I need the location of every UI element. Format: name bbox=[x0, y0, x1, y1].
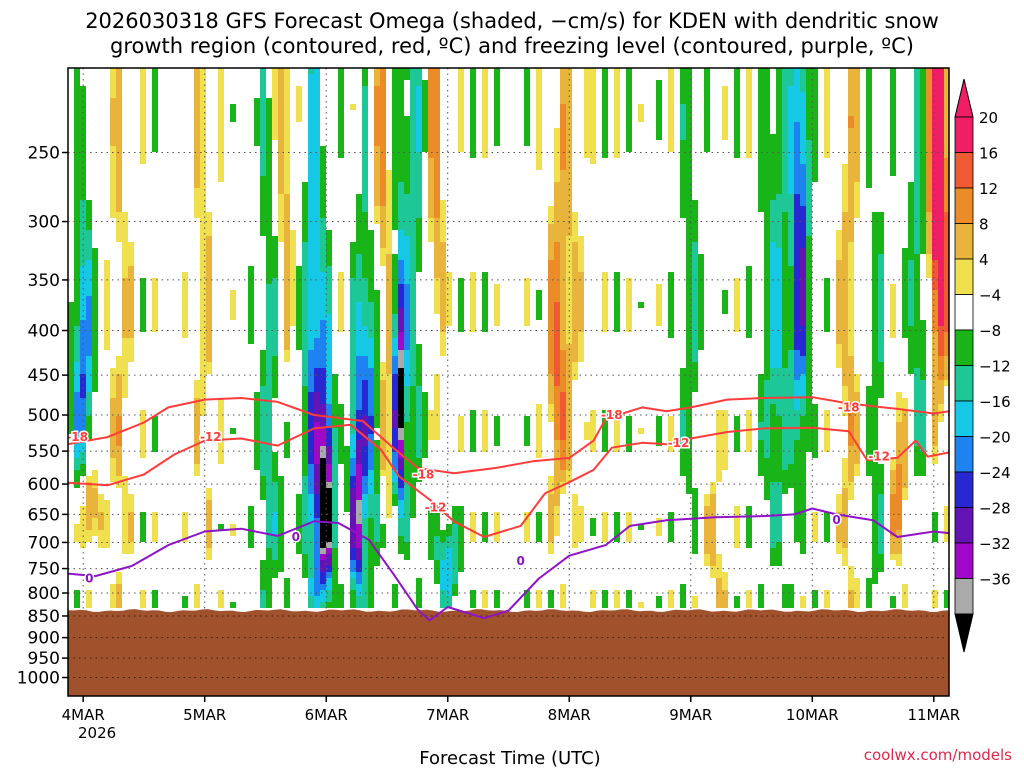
plot-area: -18 -18 -18 -18 -12 -12 -12 -12 0 0 0 0 bbox=[66, 68, 949, 696]
y-tick-label: 850 bbox=[28, 607, 60, 627]
y-tick-label: 500 bbox=[28, 406, 60, 426]
colorbar-label: −16 bbox=[979, 393, 1011, 411]
contour-label: -12 bbox=[200, 430, 222, 444]
colorbar-swatch bbox=[954, 471, 974, 508]
colorbar-label: −28 bbox=[979, 500, 1011, 518]
credit-text: coolwx.com/models bbox=[864, 746, 1012, 764]
colorbar-bottom-triangle bbox=[954, 613, 974, 653]
colorbar-swatch bbox=[954, 223, 974, 260]
y-tick-label: 650 bbox=[28, 505, 60, 525]
colorbar-label: 20 bbox=[979, 109, 998, 127]
y-tick-label: 550 bbox=[28, 442, 60, 462]
y-tick-label: 400 bbox=[28, 322, 60, 342]
y-tick-label: 900 bbox=[28, 629, 60, 649]
colorbar-label: 16 bbox=[979, 145, 998, 163]
y-tick-label: 600 bbox=[28, 475, 60, 495]
y-tick-label: 350 bbox=[28, 271, 60, 291]
chart-title-line1: 2026030318 GFS Forecast Omega (shaded, −… bbox=[85, 9, 939, 33]
y-tick-label: 450 bbox=[28, 366, 60, 386]
colorbar-legend: 20 16 12 8 4 −4 −8 −12 −16 −20 −24 −28 −32 −36 bbox=[954, 78, 1011, 653]
colorbar-swatch bbox=[954, 507, 974, 544]
colorbar-swatch bbox=[954, 578, 974, 615]
x-tick-label: 10MAR bbox=[786, 706, 839, 724]
x-axis-label: Forecast Time (UTC) bbox=[419, 748, 600, 768]
y-tick-label: 250 bbox=[28, 144, 60, 164]
colorbar-swatch bbox=[954, 436, 974, 473]
x-tick-label: 5MAR bbox=[183, 706, 226, 724]
y-tick-label: 950 bbox=[28, 649, 60, 669]
colorbar-label: −24 bbox=[979, 464, 1011, 482]
x-axis-year-label: 2026 bbox=[78, 724, 116, 742]
contour-label: 0 bbox=[292, 530, 300, 544]
grid-lines bbox=[68, 68, 949, 696]
x-tick-label: 6MAR bbox=[305, 706, 348, 724]
contour-line bbox=[68, 507, 949, 622]
colorbar-swatch bbox=[954, 258, 974, 295]
contour-line bbox=[68, 423, 949, 538]
y-tick-label: 300 bbox=[28, 213, 60, 233]
y-tick-label: 800 bbox=[28, 584, 60, 604]
x-tick-label: 9MAR bbox=[669, 706, 712, 724]
colorbar-swatch bbox=[954, 116, 974, 153]
omega-shading bbox=[68, 68, 949, 608]
contour-label: -18 bbox=[413, 467, 435, 481]
colorbar-label: −36 bbox=[979, 571, 1011, 589]
colorbar-label: −4 bbox=[979, 287, 1001, 305]
contour-label: -18 bbox=[838, 400, 860, 414]
y-axis-ticks: 2503003504004505005506006507007508008509… bbox=[17, 144, 68, 689]
colorbar-swatch bbox=[954, 152, 974, 189]
chart-title-line2: growth region (contoured, red, ºC) and f… bbox=[110, 34, 914, 58]
colorbar-swatch bbox=[954, 400, 974, 437]
contour-lines: -18 -18 -18 -18 -12 -12 -12 -12 0 0 0 0 bbox=[66, 396, 949, 622]
x-tick-label: 7MAR bbox=[426, 706, 469, 724]
contour-label: -18 bbox=[601, 408, 623, 422]
contour-label: -12 bbox=[668, 436, 690, 450]
colorbar-label: 12 bbox=[979, 180, 998, 198]
contour-label: -18 bbox=[66, 430, 88, 444]
colorbar-swatch bbox=[954, 542, 974, 579]
colorbar-label: 4 bbox=[979, 251, 989, 269]
terrain-fill bbox=[68, 609, 949, 696]
contour-label: 0 bbox=[516, 554, 524, 568]
colorbar-label: −32 bbox=[979, 535, 1011, 553]
colorbar-swatch bbox=[954, 329, 974, 366]
colorbar-label: −8 bbox=[979, 322, 1001, 340]
colorbar-top-triangle bbox=[954, 78, 974, 118]
contour-label: -12 bbox=[868, 450, 890, 464]
contour-line bbox=[68, 396, 949, 475]
colorbar-swatch bbox=[954, 187, 974, 224]
contour-label: 0 bbox=[85, 572, 93, 586]
colorbar-label: 8 bbox=[979, 216, 989, 234]
x-tick-label: 8MAR bbox=[548, 706, 591, 724]
y-tick-label: 1000 bbox=[17, 669, 60, 689]
x-tick-label: 4MAR bbox=[62, 706, 105, 724]
contour-label: -12 bbox=[425, 500, 447, 514]
y-tick-label: 700 bbox=[28, 533, 60, 553]
y-tick-label: 750 bbox=[28, 560, 60, 580]
x-tick-label: 11MAR bbox=[907, 706, 960, 724]
x-axis-ticks: 4MAR 5MAR 6MAR 7MAR 8MAR 9MAR 10MAR 11MAR bbox=[62, 696, 960, 724]
colorbar-label: −20 bbox=[979, 429, 1011, 447]
terrain-ground bbox=[68, 609, 949, 696]
colorbar-swatch bbox=[954, 365, 974, 402]
contour-label: 0 bbox=[832, 513, 840, 527]
plot-frame bbox=[67, 67, 950, 697]
colorbar-label: −12 bbox=[979, 358, 1011, 376]
colorbar-swatch bbox=[954, 294, 974, 331]
